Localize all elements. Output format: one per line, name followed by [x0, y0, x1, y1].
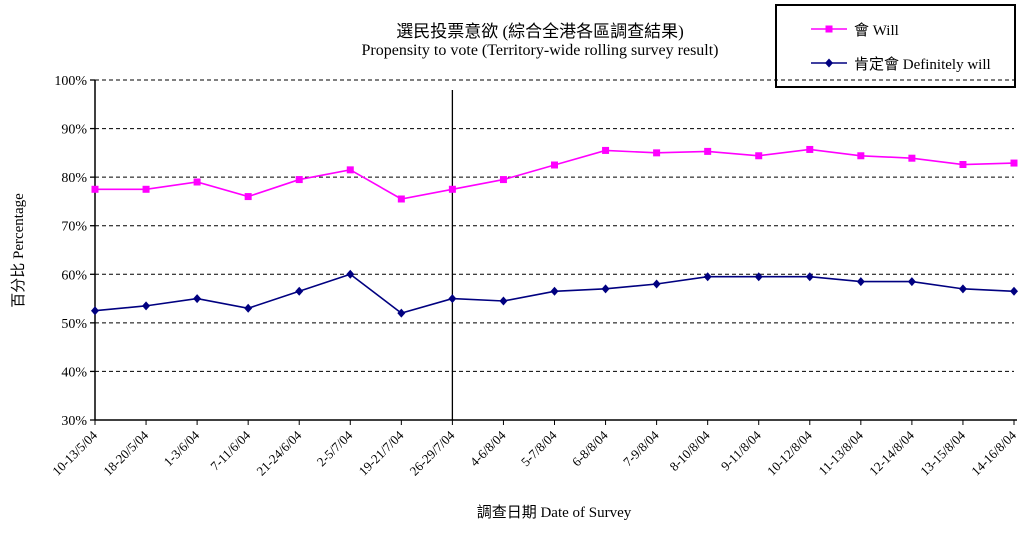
- definitely-will-data-point: [601, 284, 610, 294]
- will-data-point: [653, 149, 661, 157]
- chart-subtitle: Propensity to vote (Territory-wide rolli…: [361, 42, 719, 59]
- x-tick-label: 11-13/8/04: [815, 427, 866, 478]
- y-tick-label: 90%: [61, 123, 87, 138]
- will-data-point: [959, 161, 967, 169]
- series-will-line: [95, 148, 1015, 200]
- x-tick-label: 9-11/8/04: [718, 427, 764, 473]
- x-tick-label: 18-20/5/04: [100, 427, 151, 478]
- legend-label-will: 會 Will: [854, 22, 899, 39]
- will-series-marker-icon: [811, 23, 847, 35]
- will-data-point: [448, 185, 456, 193]
- will-data-point: [295, 176, 303, 184]
- definitely-will-data-point: [448, 294, 457, 304]
- x-tick-label: 5-7/8/04: [518, 427, 560, 469]
- y-tick-label: 100%: [54, 74, 87, 89]
- definitely-will-data-point: [397, 308, 406, 318]
- legend-sample-glyph: [811, 58, 847, 68]
- y-tick-label: 40%: [61, 365, 87, 380]
- will-data-point: [1010, 159, 1018, 167]
- definitely-will-data-point: [193, 294, 202, 304]
- legend-label-definitely-will: 肯定會 Definitely will: [854, 56, 991, 73]
- x-tick-label: 12-14/8/04: [866, 427, 917, 478]
- will-data-point: [704, 147, 712, 155]
- x-tick-label: 6-8/8/04: [569, 427, 611, 469]
- x-tick-label: 8-10/8/04: [666, 427, 713, 474]
- definitely-will-data-point: [91, 306, 99, 316]
- x-tick-label: 7-11/6/04: [207, 427, 253, 473]
- definitely-will-data-point: [754, 272, 763, 282]
- y-tick-label: 60%: [61, 268, 87, 283]
- y-tick-label: 70%: [61, 220, 87, 235]
- will-data-point: [857, 152, 865, 160]
- x-tick-label: 1-3/6/04: [160, 427, 202, 469]
- definitely-will-data-point: [856, 277, 865, 287]
- definitely-will-data-point: [907, 277, 916, 287]
- x-tick-label: 2-5/7/04: [314, 427, 356, 469]
- will-data-point: [551, 161, 558, 169]
- will-data-point: [193, 178, 201, 186]
- definitely-will-data-point: [295, 286, 304, 296]
- will-data-point: [244, 193, 252, 201]
- will-data-point: [397, 195, 405, 203]
- will-data-point: [602, 146, 610, 154]
- x-tick-label: 19-21/7/04: [355, 427, 406, 478]
- y-tick-label: 30%: [61, 414, 87, 429]
- legend-item-definitely-will: 肯定會 Definitely will: [811, 53, 1014, 74]
- y-tick-label: 80%: [61, 171, 87, 186]
- x-tick-label: 10-13/5/04: [49, 427, 100, 478]
- x-tick-label: 10-12/8/04: [764, 427, 815, 478]
- definitely-will-data-point: [1010, 286, 1018, 296]
- legend-sample-glyph: [811, 25, 847, 33]
- definitely-will-data-point: [805, 272, 814, 282]
- legend-item-will: 會 Will: [811, 19, 1014, 40]
- will-data-point: [499, 176, 507, 184]
- definitely-will-data-point: [550, 286, 559, 296]
- definitely-will-data-point: [958, 284, 967, 294]
- y-tick-label: 50%: [61, 317, 87, 332]
- definitely-will-data-point: [652, 279, 661, 289]
- will-data-point: [806, 145, 814, 153]
- definitely-will-data-point: [703, 272, 712, 282]
- x-tick-label: 13-15/8/04: [917, 427, 968, 478]
- x-tick-label: 7-9/8/04: [620, 427, 662, 469]
- x-tick-label: 26-29/7/04: [407, 427, 458, 478]
- x-tick-label: 4-6/8/04: [467, 427, 509, 469]
- will-data-point: [346, 166, 354, 174]
- legend: 會 Will 肯定會 Definitely will: [775, 4, 1016, 88]
- x-tick-label: 14-16/8/04: [968, 427, 1019, 478]
- will-data-point: [142, 185, 150, 193]
- definitely-will-data-point: [142, 301, 151, 311]
- definitely-will-series-marker-icon: [811, 57, 847, 69]
- x-axis-title: 調查日期 Date of Survey: [476, 505, 632, 521]
- definitely-will-data-point: [346, 269, 355, 279]
- legend-marker-icon: [825, 25, 833, 33]
- x-tick-label: 21-24/6/04: [253, 427, 304, 478]
- definitely-will-data-point: [244, 303, 253, 313]
- will-data-point: [908, 154, 916, 162]
- chart-title: 選民投票意欲 (綜合全港各區調查結果): [396, 22, 684, 41]
- definitely-will-data-point: [499, 296, 508, 306]
- will-data-point: [91, 185, 99, 193]
- legend-marker-icon: [825, 58, 833, 68]
- will-data-point: [755, 152, 763, 160]
